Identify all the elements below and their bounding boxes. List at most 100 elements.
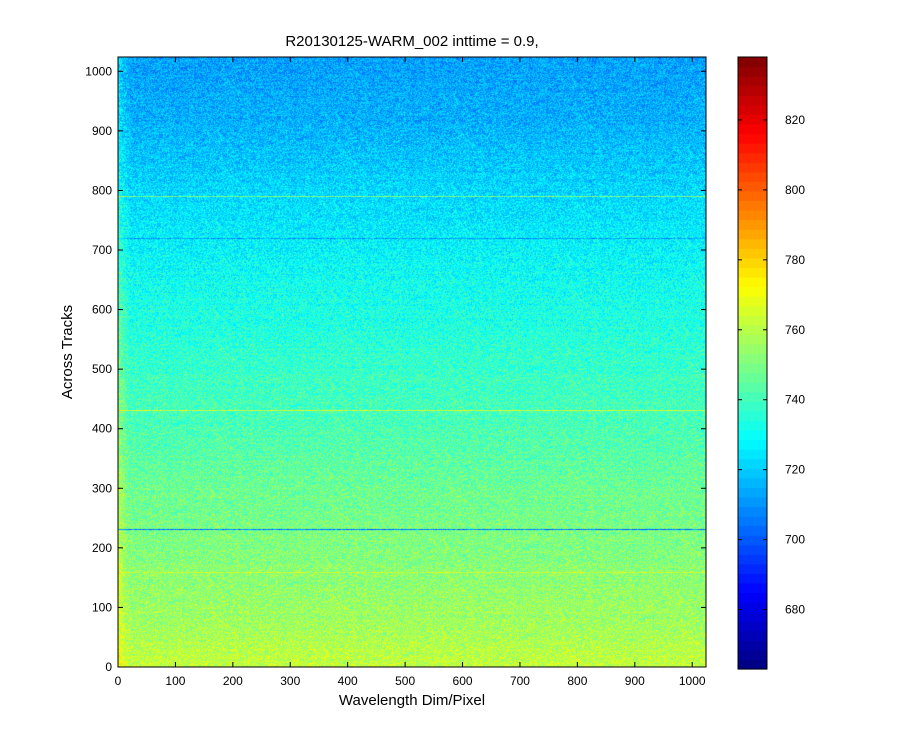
colorbar-step [738,66,767,77]
colorbar-step [738,649,767,661]
colorbar-step [738,286,767,297]
colorbar-step [738,458,767,469]
colorbar-step [738,257,767,268]
colorbar-step [738,401,767,412]
colorbar-step [738,248,767,259]
colorbar-step [738,487,767,498]
x-tick-label: 600 [453,674,473,688]
colorbar-step [738,554,767,565]
colorbar-step [738,468,767,479]
colorbar-step [738,296,767,307]
x-tick-label: 100 [165,674,185,688]
colorbar-step [738,229,767,240]
y-tick-label: 900 [92,124,112,138]
colorbar-step [738,429,767,441]
colorbar-step [738,114,767,125]
x-tick-label: 1000 [679,674,706,688]
y-tick-label: 400 [92,422,112,436]
colorbar-step [738,190,767,202]
chart-title: R20130125-WARM_002 inttime = 0.9, [285,33,538,50]
y-tick-label: 100 [92,600,112,614]
y-tick-label: 600 [92,303,112,317]
colorbar-step [738,382,767,393]
x-axis-title: Wavelength Dim/Pixel [339,692,485,709]
colorbar-step [738,276,767,288]
colorbar-step [738,420,767,431]
colorbar-step [738,611,767,622]
colorbar-step [738,76,767,87]
colorbar-step [738,621,767,632]
colorbar-step [738,439,767,450]
colorbar-step [738,104,767,115]
colorbar-step [738,353,767,364]
colorbar-step [738,152,767,163]
colorbar-tick-label: 820 [785,113,805,127]
y-tick-label: 200 [92,541,112,555]
colorbar-tick-label: 780 [785,253,805,267]
x-tick-label: 900 [625,674,645,688]
colorbar-step [738,210,767,221]
colorbar-step [738,143,767,154]
colorbar-step [738,200,767,211]
colorbar-tick-label: 760 [785,323,805,337]
y-tick-label: 1000 [85,64,112,78]
colorbar-step [738,171,767,182]
colorbar: 680 700 720 740 760 780 800 820 [737,56,805,670]
x-tick-label: 0 [115,674,122,688]
y-tick-label: 700 [92,243,112,257]
colorbar-step [738,582,767,594]
colorbar-step [738,563,767,574]
colorbar-step [738,516,767,527]
colorbar-step [738,640,767,651]
colorbar-step [738,630,767,641]
colorbar-step [738,659,767,670]
colorbar-step [738,123,767,135]
colorbar-frame [737,56,768,670]
colorbar-step [738,95,767,106]
colorbar-tick-label: 700 [785,533,805,547]
x-tick-label: 800 [567,674,587,688]
y-tick-label: 0 [105,660,112,674]
y-tick-label: 800 [92,183,112,197]
colorbar-step [738,535,767,546]
colorbar-tick-label: 680 [785,603,805,617]
y-tick-label: 300 [92,481,112,495]
y-tick-label: 500 [92,362,112,376]
colorbar-step [738,449,767,460]
colorbar-tick-label: 800 [785,183,805,197]
colorbar-step [738,544,767,555]
colorbar-step [738,238,767,249]
colorbar-step [738,305,767,316]
colorbar-step [738,219,767,230]
colorbar-step [738,181,767,192]
x-tick-label: 200 [223,674,243,688]
x-tick-label: 300 [280,674,300,688]
x-tick-label: 700 [510,674,530,688]
colorbar-step [738,363,767,374]
colorbar-step [738,343,767,355]
colorbar-step [738,602,767,613]
colorbar-step [738,410,767,421]
colorbar-step [738,57,767,68]
x-tick-label: 400 [338,674,358,688]
colorbar-step [738,267,767,278]
colorbar-step [738,525,767,536]
colorbar-step [738,391,767,402]
colorbar-step [738,162,767,173]
colorbar-step [738,133,767,144]
plot-frame [117,56,707,668]
plot-area [118,57,706,667]
x-tick-label: 500 [395,674,415,688]
colorbar-step [738,592,767,603]
colorbar-step [738,85,767,96]
heatmap-image [118,57,706,667]
colorbar-step [738,372,767,383]
axes: 0 100 200 300 400 500 600 700 800 900 1000 0 100 200 3… [85,56,707,688]
colorbar-tick-label: 740 [785,393,805,407]
colorbar-step [738,477,767,488]
colorbar-tick-label: 720 [785,463,805,477]
colorbar-step [738,573,767,584]
colorbar-step [738,496,767,508]
